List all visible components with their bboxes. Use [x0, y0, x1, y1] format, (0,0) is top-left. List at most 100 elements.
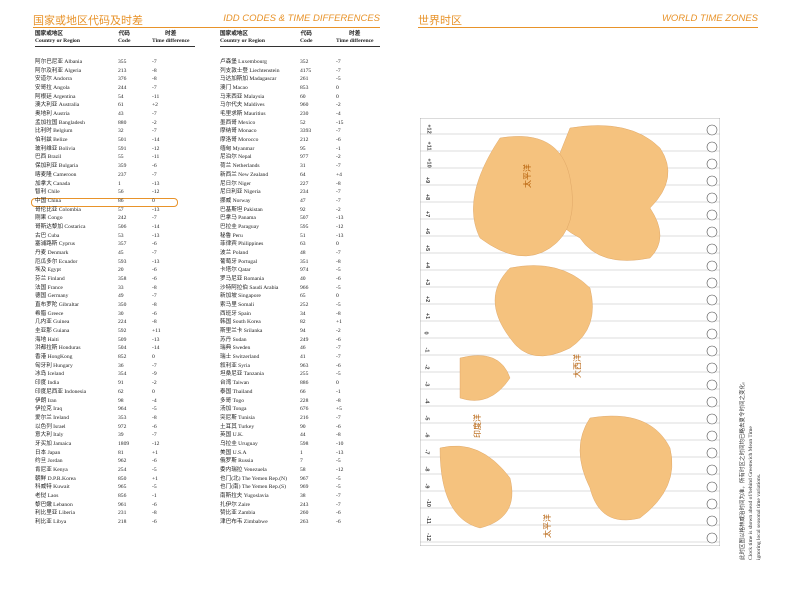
table-cell: -7 — [152, 171, 157, 178]
table-cell: 354 — [118, 371, 127, 378]
rule — [220, 46, 380, 47]
table-cell: 62 — [118, 388, 124, 395]
table-cell: -7 — [152, 432, 157, 439]
table-cell: 231 — [118, 510, 127, 517]
table-cell: -7 — [152, 59, 157, 65]
table-cell: 奥地利 Austria — [35, 111, 70, 118]
table-cell: 261 — [300, 76, 309, 83]
table-cell: -7 — [152, 293, 157, 300]
table-cell: 64 — [300, 171, 306, 178]
table-cell: 肯尼亚 Kenya — [35, 466, 68, 473]
clock — [706, 430, 718, 442]
table-cell: 0 — [336, 293, 339, 300]
table-cell: 504 — [118, 345, 127, 352]
table-cell: 缅甸 Myanmar — [220, 145, 255, 152]
table-cell: 芬兰 Finland — [35, 276, 65, 282]
zone-label: -12 — [424, 533, 431, 541]
table-cell: -7 — [336, 493, 341, 499]
table-cell: 黎巴嫩 Lebanon — [35, 501, 73, 508]
zone-label: +6 — [424, 227, 431, 235]
table-cell: 63 — [300, 241, 306, 248]
table-cell: 安道尔 Andorra — [35, 76, 72, 83]
zone-label: +1 — [424, 312, 431, 320]
table-cell: 牙买加 Jamaica — [35, 440, 72, 447]
zone-label: +10 — [425, 158, 432, 168]
table-cell: -6 — [152, 310, 157, 317]
table-cell: -6 — [336, 276, 341, 282]
table-cell: 40 — [300, 276, 306, 282]
table-cell: 60 — [300, 93, 306, 100]
table-cell: -5 — [336, 484, 341, 491]
table-cell: 61 — [118, 102, 124, 109]
table-cell: -11 — [152, 93, 160, 100]
table-cell: +4 — [336, 171, 342, 178]
table-cell: 82 — [300, 319, 306, 326]
table-cell: -8 — [336, 397, 341, 404]
table-cell: 马达加斯加 Madagascar — [220, 76, 277, 83]
table-cell: 喀麦隆 Cameroon — [35, 171, 77, 178]
table-header: 时差 Time difference — [336, 31, 374, 44]
table-cell: -5 — [336, 458, 341, 465]
zone-label: +8 — [424, 193, 431, 201]
table-cell: 216 — [300, 414, 309, 421]
table-cell: -8 — [336, 310, 341, 317]
table-cell: -8 — [152, 284, 157, 291]
clock — [706, 260, 718, 272]
table-cell: +1 — [152, 475, 158, 482]
table-cell: -5 — [152, 406, 157, 413]
table-cell: -8 — [152, 76, 157, 83]
table-cell: +11 — [152, 328, 161, 335]
table-cell: 阿尔及利亚 Algeria — [35, 67, 82, 74]
table-cell: 255 — [300, 371, 309, 378]
table-cell: 36 — [118, 362, 124, 369]
table-cell: -11 — [152, 154, 160, 161]
table-cell: -2 — [336, 328, 341, 335]
table-cell: 95 — [300, 145, 306, 152]
table-cell: -7 — [152, 249, 157, 256]
clock — [706, 294, 718, 306]
table-cell: 泰国 Thailand — [220, 388, 253, 395]
table-cell: 比利时 Belgium — [35, 128, 73, 135]
table-cell: -4 — [152, 397, 157, 404]
table-cell: 598 — [300, 440, 309, 447]
table-cell: 伯利兹 Belize — [35, 137, 68, 144]
table-cell: 洪都拉斯 Honduras — [35, 345, 81, 352]
clock — [706, 311, 718, 323]
table-cell: -7 — [336, 345, 341, 352]
table-cell: 91 — [118, 380, 124, 387]
table-header: 国家或地区 Country or Region — [220, 31, 265, 44]
table-cell: 92 — [300, 206, 306, 213]
zone-label: -10 — [424, 499, 431, 507]
table-cell: 34 — [300, 310, 306, 317]
table-cell: 38 — [300, 493, 306, 499]
clock — [706, 243, 718, 255]
zone-label: +11 — [425, 141, 432, 151]
table-cell: 约旦 Jordan — [35, 458, 63, 465]
clock — [706, 379, 718, 391]
table-cell: 日本 Japan — [35, 449, 61, 456]
table-cell: 委内瑞拉 Venezuela — [220, 466, 267, 473]
table-cell: 圭亚那 Guiana — [35, 328, 70, 335]
table-cell: 1 — [300, 449, 303, 456]
table-cell: -7 — [336, 354, 341, 361]
table-cell: -5 — [336, 302, 341, 309]
table-cell: -7 — [336, 501, 341, 508]
clock — [706, 141, 718, 153]
table-cell: 352 — [300, 59, 309, 65]
table-cell: 美国 U.S.A — [220, 449, 247, 456]
table-cell: 237 — [118, 171, 127, 178]
table-cell: 507 — [300, 215, 309, 222]
table-cell: -7 — [336, 128, 341, 135]
table-cell: 列支敦士登 Liechtenstein — [220, 67, 280, 74]
table-cell: -9 — [152, 371, 157, 378]
table-cell: -14 — [152, 345, 160, 352]
table-cell: 967 — [300, 475, 309, 482]
zone-label: +5 — [424, 244, 431, 252]
table-cell: 224 — [118, 319, 127, 326]
table-cell: 260 — [300, 510, 309, 517]
table-cell: 海地 Haiti — [35, 336, 59, 343]
table-cell: -6 — [152, 267, 157, 274]
table-cell: 65 — [300, 293, 306, 300]
table-cell: 菲律宾 Philippines — [220, 241, 264, 248]
